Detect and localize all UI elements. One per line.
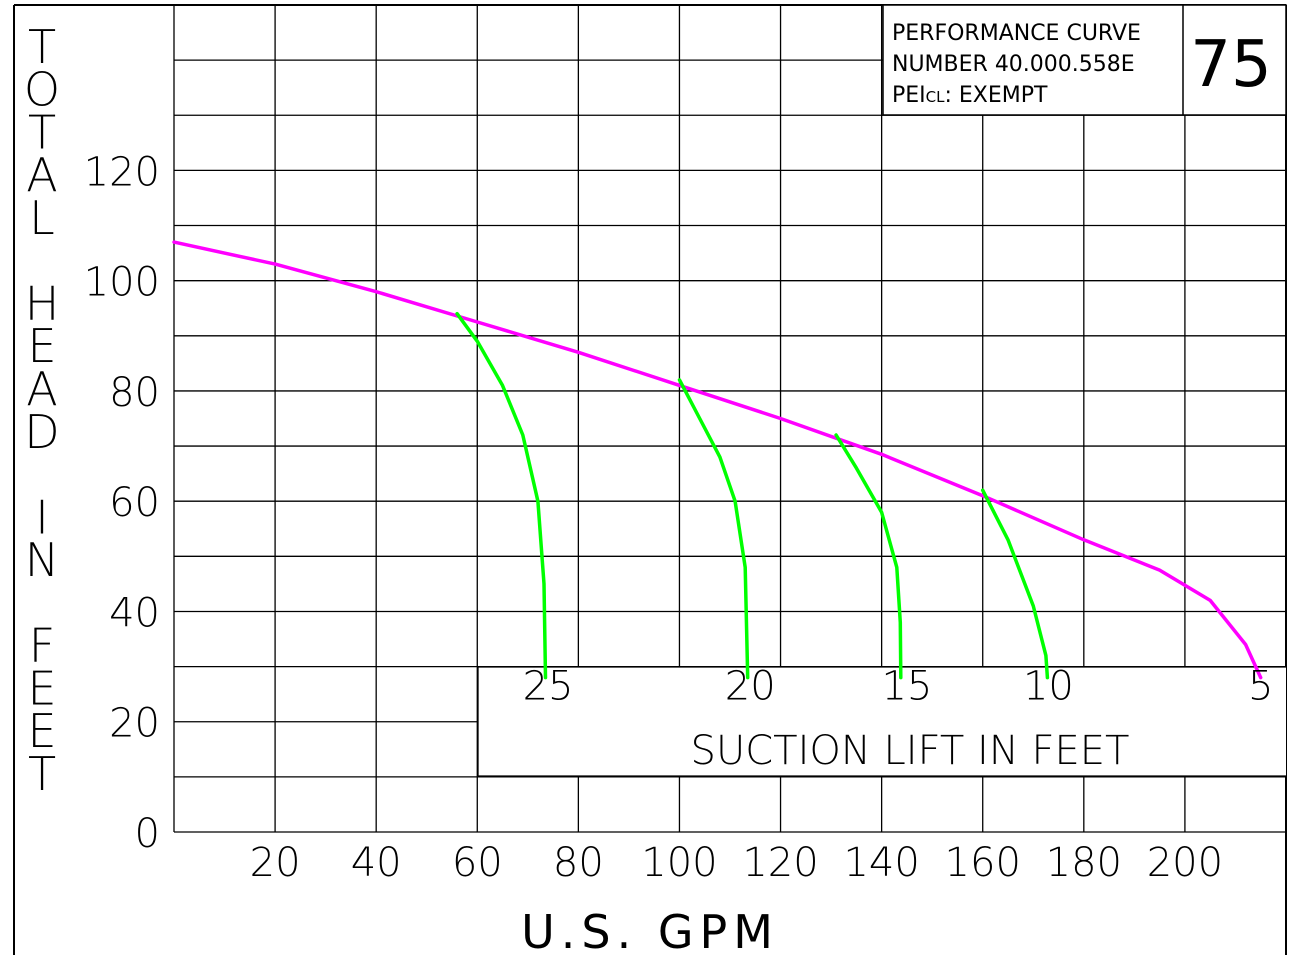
x-tick-label: 20 — [250, 840, 301, 886]
pei-value: : EXEMPT — [945, 83, 1049, 108]
info-line-1: PERFORMANCE CURVE — [892, 21, 1141, 46]
y-axis-letter: E — [27, 319, 56, 373]
y-tick-label: 40 — [109, 590, 160, 636]
x-tick-label: 120 — [742, 840, 818, 886]
x-tick-labels: 20 40 60 80 100 120 140 160 180 200 — [250, 840, 1223, 886]
y-axis-letter: E — [27, 704, 56, 758]
suction-lift-title: SUCTION LIFT IN FEET — [691, 728, 1130, 774]
y-axis-letter: H — [25, 276, 60, 330]
y-tick-labels: 0 20 40 60 80 100 120 — [84, 149, 160, 857]
x-tick-label: 80 — [553, 840, 604, 886]
model-number: 75 — [1190, 28, 1271, 102]
y-axis-letter: T — [28, 747, 56, 801]
suction-lift-label: 20 — [725, 664, 776, 710]
suction-lift-curve — [834, 433, 903, 680]
suction-lift-curve — [980, 488, 1050, 680]
series-labels: 25 20 15 10 5 — [523, 664, 1274, 710]
pei-prefix: PEI — [892, 83, 926, 108]
pei-subscript: CL — [926, 88, 945, 106]
y-axis-letter: T — [28, 20, 56, 74]
x-axis-label: U.S. GPM — [521, 905, 779, 955]
y-axis-letter: I — [35, 490, 49, 544]
y-axis-letter: L — [29, 191, 55, 245]
info-box: PERFORMANCE CURVE NUMBER 40.000.558E PEI… — [882, 4, 1287, 116]
suction-label-panel — [478, 667, 1286, 776]
y-tick-label: 80 — [109, 370, 160, 416]
suction-label-panel-border — [477, 666, 1286, 777]
suction-lift-label: 15 — [881, 664, 932, 710]
y-axis-letter: N — [25, 533, 59, 587]
info-line-3: PEICL: EXEMPT — [892, 83, 1048, 108]
y-axis-letter: F — [29, 619, 55, 673]
y-tick-label: 20 — [109, 701, 160, 747]
x-tick-label: 200 — [1147, 840, 1223, 886]
y-tick-label: 120 — [84, 149, 160, 195]
curves — [172, 240, 1263, 680]
y-axis-letter: A — [26, 362, 57, 416]
x-tick-label: 180 — [1046, 840, 1122, 886]
x-tick-label: 40 — [351, 840, 402, 886]
info-line-2: NUMBER 40.000.558E — [892, 52, 1135, 77]
suction-lift-label: 25 — [523, 664, 574, 710]
suction-lift-label: 10 — [1023, 664, 1074, 710]
x-tick-label: 100 — [641, 840, 717, 886]
suction-lift-label: 5 — [1248, 664, 1273, 710]
y-axis-letter: D — [24, 405, 59, 459]
y-axis-letter: E — [27, 661, 56, 715]
y-tick-label: 100 — [84, 260, 160, 306]
x-tick-label: 160 — [945, 840, 1021, 886]
chart-frame — [13, 4, 1287, 955]
x-tick-label: 60 — [452, 840, 503, 886]
y-axis-letter: A — [26, 148, 57, 202]
y-axis-letter: T — [28, 105, 56, 159]
suction-lift-curve — [677, 378, 750, 680]
suction-lift-curve — [455, 311, 548, 680]
x-tick-label: 140 — [843, 840, 919, 886]
y-tick-label: 60 — [109, 480, 160, 526]
y-tick-label: 0 — [135, 811, 160, 857]
y-axis-letter: O — [24, 63, 60, 117]
performance-curve — [172, 240, 1263, 680]
